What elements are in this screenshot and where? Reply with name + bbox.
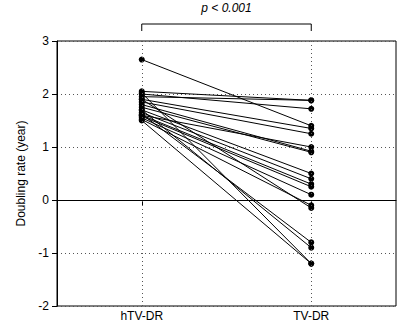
svg-text:0: 0 [42,193,49,207]
svg-text:3: 3 [42,34,49,48]
svg-text:1: 1 [42,140,49,154]
svg-text:TV-DR: TV-DR [293,309,329,323]
svg-text:-2: -2 [38,299,49,313]
svg-text:hTV-DR: hTV-DR [120,309,163,323]
svg-text:p < 0.001: p < 0.001 [200,1,251,15]
svg-text:-1: -1 [38,246,49,260]
svg-text:Doubling rate (year): Doubling rate (year) [14,120,28,226]
svg-text:2: 2 [42,87,49,101]
